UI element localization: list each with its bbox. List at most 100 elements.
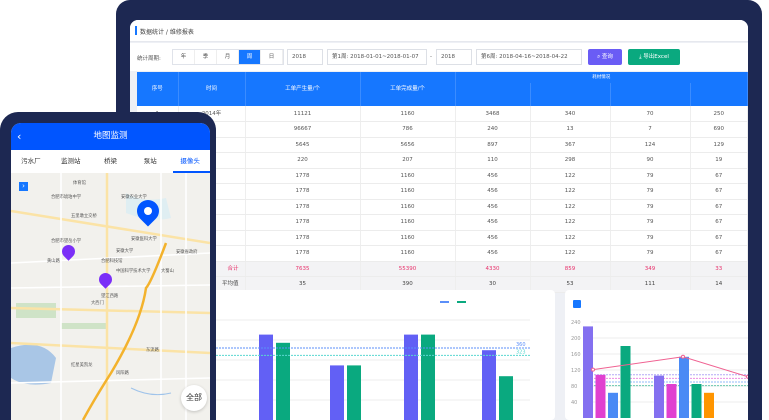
show-all-button[interactable]: 全部 xyxy=(181,385,207,411)
table-cell: 1778 xyxy=(245,199,361,215)
tab-pump-station[interactable]: 泵站 xyxy=(143,157,157,165)
bar xyxy=(583,326,593,418)
table-cell: 122 xyxy=(530,168,611,184)
table-cell: 1160 xyxy=(360,183,456,200)
table-cell: 1160 xyxy=(360,106,456,122)
category-tabs: 污水厂 监测站 桥梁 泵站 摄像头 xyxy=(11,150,210,173)
table-row: 1778 1160 456 122 79 67 xyxy=(137,168,748,184)
table-cell: 1778 xyxy=(245,168,361,184)
tab-camera[interactable]: 摄像头 xyxy=(170,150,210,173)
table-cell: 14 xyxy=(690,276,748,293)
table-cell: 79 xyxy=(610,168,691,184)
table-cell: 1778 xyxy=(245,183,361,200)
y-tick-label: 200 xyxy=(571,336,581,342)
table-row: 220 207 110 298 90 19 xyxy=(137,152,748,169)
table-cell: 456 xyxy=(455,214,531,231)
col-index: 序号 xyxy=(137,72,179,106)
map-label: 合肥市琥珀中学 xyxy=(51,195,82,200)
map-label: 安徽大学 xyxy=(116,249,134,254)
period-month[interactable]: 月 xyxy=(217,50,239,64)
table-cell: 1160 xyxy=(360,168,456,184)
bar xyxy=(330,365,344,420)
table-cell: 1160 xyxy=(360,230,456,246)
map-label: 安徽农业大学 xyxy=(121,195,147,200)
table-cell: 3468 xyxy=(455,106,531,122)
table-cell: 110 xyxy=(455,152,531,169)
table-cell: 220 xyxy=(245,152,361,169)
table-cell: 456 xyxy=(455,168,531,184)
phone-title: 地图监测 xyxy=(93,131,128,141)
table-row: 1778 1160 456 122 79 67 xyxy=(137,230,748,246)
table-cell: 129 xyxy=(690,137,748,153)
table-cell: 250 xyxy=(690,106,748,122)
phone-screen: ‹ 地图监测 污水厂 监测站 桥梁 泵站 摄像头 体育馆合肥市琥珀中学 安徽农业大… xyxy=(11,123,210,420)
search-icon: ⌕ xyxy=(597,54,602,60)
map-view[interactable]: 体育馆 合肥市琥珀中学 安徽农业大学 五里墩立交桥 合肥市望岳小学 安徽医科大学 安徽大学合… xyxy=(11,173,210,420)
table-cell: 55390 xyxy=(360,261,456,277)
phone-header: ‹ 地图监测 xyxy=(11,123,210,150)
sum-row: 合计 7635 55390 4330 859 349 33 xyxy=(137,261,748,277)
table-cell: 30 xyxy=(455,276,531,293)
start-year-select[interactable]: 2018 xyxy=(287,49,323,65)
period-week[interactable]: 周 xyxy=(239,50,261,64)
map-label: 合肥市望岳小学 xyxy=(51,239,82,244)
table-cell: 5645 xyxy=(245,137,361,153)
bar xyxy=(404,334,418,420)
table-cell: 96667 xyxy=(245,121,361,138)
table-cell: 340 xyxy=(530,106,611,122)
bar xyxy=(347,365,361,420)
table-cell: 90 xyxy=(610,152,691,169)
end-week-select[interactable]: 第6周: 2018-04-16~2018-04-22 xyxy=(476,49,582,65)
table-cell: 79 xyxy=(610,245,691,262)
end-year-select[interactable]: 2018 xyxy=(436,49,472,65)
table-row: 1778 1160 456 122 79 67 xyxy=(137,199,748,215)
table-cell: 111 xyxy=(610,276,691,293)
breadcrumb: 数据统计 / 维修报表 xyxy=(130,20,748,42)
period-day[interactable]: 日 xyxy=(261,50,283,64)
tab-sewage-plant[interactable]: 污水厂 xyxy=(21,157,41,165)
y-tick-label: 40 xyxy=(571,400,577,406)
map-label: 大西门 xyxy=(91,301,104,306)
period-year[interactable]: 年 xyxy=(173,50,195,64)
table-cell: 1160 xyxy=(360,214,456,231)
table-cell: 79 xyxy=(610,230,691,246)
table-cell: 1160 xyxy=(360,245,456,262)
table-cell: 67 xyxy=(690,199,748,215)
tab-bridge[interactable]: 桥梁 xyxy=(103,157,117,165)
table-cell: 456 xyxy=(455,230,531,246)
line-point xyxy=(746,374,748,379)
table-cell: 122 xyxy=(530,183,611,200)
back-icon[interactable]: ‹ xyxy=(17,130,22,143)
workorder-chart-panel: 360 323 xyxy=(210,290,555,420)
chart-legend xyxy=(440,299,466,304)
table-cell: 1778 xyxy=(245,230,361,246)
bar xyxy=(421,334,435,420)
query-button[interactable]: ⌕ 查询 xyxy=(588,49,622,65)
trend-line xyxy=(592,356,748,378)
phone-frame: ‹ 地图监测 污水厂 监测站 桥梁 泵站 摄像头 体育馆合肥市琥珀中学 安徽农业大… xyxy=(0,112,216,420)
y-tick-label: 120 xyxy=(571,368,581,374)
table-cell: 240 xyxy=(455,121,531,138)
report-table: 序号 时间 工单产生量/个 工单完成量/个 耗材情况 12014年1112111… xyxy=(137,72,748,293)
period-quarter[interactable]: 季 xyxy=(195,50,217,64)
export-excel-button[interactable]: ⤓ 导出Excel xyxy=(628,49,680,65)
col-completed: 工单完成量/个 xyxy=(360,72,456,106)
legend-created xyxy=(440,299,449,304)
map-label: 体育馆 xyxy=(73,181,86,186)
table-row: 1778 1160 456 122 79 67 xyxy=(137,245,748,262)
table-cell: 7 xyxy=(610,121,691,138)
consumables-bar-chart: 240 200 160 120 80 40 xyxy=(571,320,748,418)
consumables-chart-panel: 240 200 160 120 80 40 xyxy=(565,290,748,420)
map-label: 东流路 xyxy=(146,348,159,353)
table-cell: 122 xyxy=(530,245,611,262)
start-week-select[interactable]: 第1周: 2018-01-01~2018-01-07 xyxy=(327,49,427,65)
table-row: 5645 5656 897 367 124 129 xyxy=(137,137,748,153)
bar xyxy=(482,350,496,420)
download-icon: ⤓ xyxy=(639,54,644,60)
tab-monitor-station[interactable]: 监测站 xyxy=(60,157,81,165)
table-row: 96667 786 240 13 7 690 xyxy=(137,121,748,138)
expand-panel-button[interactable]: › xyxy=(19,182,28,191)
map-label: 大蜀山 xyxy=(161,269,174,274)
filter-label: 统计周期: xyxy=(137,56,161,62)
